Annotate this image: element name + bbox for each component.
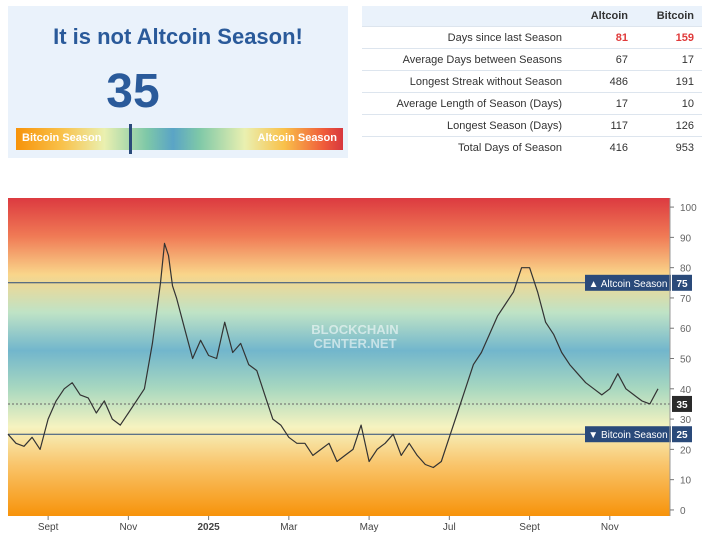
axis-value-badge-label: 25 <box>676 430 688 441</box>
index-series <box>7 242 659 469</box>
x-tick-label: 2025 <box>197 522 220 533</box>
chart-background <box>8 198 670 516</box>
altcoin-value: 81 <box>570 26 636 49</box>
row-label: Total Days of Season <box>362 136 570 158</box>
table-row: Total Days of Season 416 953 <box>362 136 702 158</box>
y-tick-label: 60 <box>680 324 692 335</box>
row-label: Longest Season (Days) <box>362 114 570 137</box>
gauge-label-altcoin-season: Altcoin Season <box>257 132 337 144</box>
axis-value-badge <box>672 274 692 291</box>
x-tick-label: Jul <box>443 522 456 533</box>
y-tick-label: 70 <box>680 294 692 305</box>
x-axis: Sept Nov 2025 Mar May Jul Sept Nov <box>38 516 619 533</box>
y-tick-label: 30 <box>680 415 692 426</box>
season-status-panel: It is not Altcoin Season! 35 Bitcoin Sea… <box>8 6 348 158</box>
season-stats-table: Altcoin Bitcoin Days since last Season 8… <box>362 6 702 158</box>
y-tick-label: 50 <box>680 355 692 366</box>
index-series-line <box>7 242 659 469</box>
season-line-badge-label: ▼ Bitcoin Season <box>588 430 667 441</box>
bitcoin-value: 10 <box>636 92 702 115</box>
altcoin-value: 416 <box>570 136 636 158</box>
bitcoin-value: 191 <box>636 70 702 93</box>
altcoin-value: 117 <box>570 114 636 137</box>
table-header-altcoin: Altcoin <box>570 6 636 27</box>
y-tick-label: 10 <box>680 476 692 487</box>
y-tick-label: 90 <box>680 233 692 244</box>
altcoin-value: 17 <box>570 92 636 115</box>
x-tick-label: Nov <box>601 522 619 533</box>
row-label: Average Days between Seasons <box>362 48 570 71</box>
row-label: Longest Streak without Season <box>362 70 570 93</box>
altcoin-value: 486 <box>570 70 636 93</box>
season-stats-panel: Altcoin Bitcoin Days since last Season 8… <box>362 6 702 158</box>
season-headline: It is not Altcoin Season! <box>53 24 303 49</box>
table-row: Average Days between Seasons 67 17 <box>362 48 702 71</box>
season-gauge: Bitcoin Season Altcoin Season <box>16 124 343 154</box>
row-label: Average Length of Season (Days) <box>362 92 570 115</box>
gauge-marker <box>129 124 133 154</box>
season-line-badge <box>585 274 671 291</box>
reference-lines: 75 ▲ Altcoin Season 25 ▼ Bitcoin Season 35 <box>8 274 692 443</box>
x-tick-label: May <box>360 522 379 533</box>
altcoin-season-chart: BLOCKCHAIN CENTER.NET 75 ▲ Altcoin Season… <box>0 192 712 534</box>
table-header-row: Altcoin Bitcoin <box>362 6 702 27</box>
table-row: Days since last Season 81 159 <box>362 26 702 49</box>
x-tick-label: Mar <box>280 522 298 533</box>
index-value: 35 <box>106 65 160 118</box>
row-label: Days since last Season <box>362 26 570 49</box>
table-row: Average Length of Season (Days) 17 10 <box>362 92 702 115</box>
axis-value-badge-label: 35 <box>676 400 688 411</box>
table-header-label <box>362 6 570 27</box>
watermark-line-2: CENTER.NET <box>313 336 396 351</box>
bitcoin-value: 159 <box>636 26 702 49</box>
table-row: Longest Season (Days) 117 126 <box>362 114 702 137</box>
bitcoin-value: 126 <box>636 114 702 137</box>
bitcoin-value: 953 <box>636 136 702 158</box>
y-tick-label: 20 <box>680 445 692 456</box>
season-line-badge <box>585 426 671 443</box>
season-line-badge-label: ▲ Altcoin Season <box>589 279 668 290</box>
axis-value-badge <box>672 395 692 412</box>
x-tick-label: Nov <box>119 522 137 533</box>
y-tick-label: 40 <box>680 385 692 396</box>
axis-value-badge-label: 75 <box>676 279 688 290</box>
watermark-line-1: BLOCKCHAIN <box>311 322 398 337</box>
x-tick-label: Sept <box>38 522 59 533</box>
bitcoin-value: 17 <box>636 48 702 71</box>
y-tick-label: 0 <box>680 506 686 517</box>
gauge-label-bitcoin-season: Bitcoin Season <box>22 132 102 144</box>
watermark: BLOCKCHAIN CENTER.NET <box>311 322 398 351</box>
y-tick-label: 100 <box>680 203 697 214</box>
x-tick-label: Sept <box>519 522 540 533</box>
y-tick-label: 80 <box>680 264 692 275</box>
altcoin-value: 67 <box>570 48 636 71</box>
table-header-bitcoin: Bitcoin <box>636 6 702 27</box>
chart-svg: BLOCKCHAIN CENTER.NET 75 ▲ Altcoin Season… <box>7 198 697 533</box>
table-row: Longest Streak without Season 486 191 <box>362 70 702 93</box>
axis-value-badge <box>672 426 692 443</box>
